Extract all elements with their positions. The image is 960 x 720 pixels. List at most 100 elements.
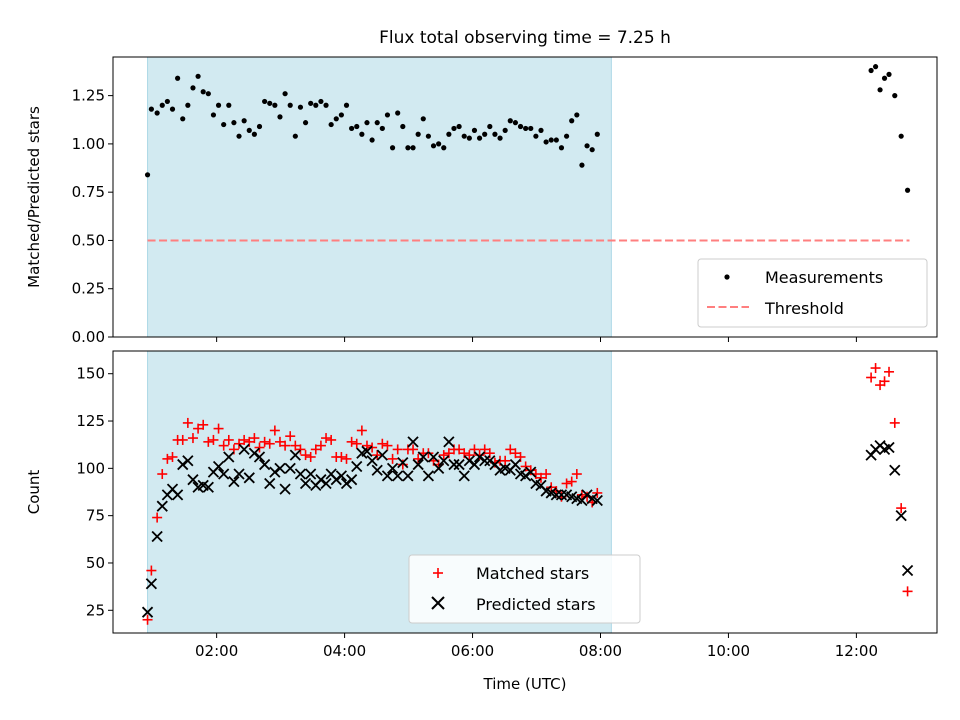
matched-star-point (341, 453, 352, 464)
x-stroke (233, 468, 245, 480)
x-stroke (248, 447, 261, 459)
x-stroke (371, 464, 383, 476)
measurement-point (441, 145, 447, 151)
matched-star-point (392, 444, 403, 455)
measurement-point (251, 131, 257, 137)
measurement-point (338, 112, 344, 118)
legend-box (408, 554, 641, 624)
x-stroke (422, 470, 435, 482)
predicted-star-point (443, 436, 455, 448)
predicted-star-point (895, 510, 907, 522)
predicted-star-point (289, 449, 301, 461)
measurement-point (148, 106, 154, 112)
predicted-star-point (279, 483, 291, 495)
matched-star-point (203, 436, 214, 447)
matched-star-point (397, 459, 408, 470)
matched-star-point (162, 453, 173, 464)
predicted-star-point (223, 451, 235, 463)
x-stroke (591, 494, 603, 507)
predicted-star-point (243, 472, 255, 484)
matched-star-point (234, 438, 245, 449)
x-stroke (361, 445, 373, 457)
x-stroke (325, 468, 337, 480)
matched-star-point (259, 436, 270, 447)
measurement-point (313, 102, 319, 108)
measurement-point (318, 98, 324, 105)
matched-star-point (592, 487, 603, 498)
x-stroke (253, 451, 266, 463)
measurement-point (395, 110, 401, 116)
predicted-star-point (238, 443, 250, 456)
measurement-point (267, 100, 273, 106)
predicted-star-point (883, 441, 895, 454)
measurement-point (287, 102, 293, 108)
predicted-star-point (371, 464, 383, 476)
matched-star-point (454, 444, 465, 455)
measurement-point (574, 112, 580, 118)
y-axis-label: Matched/Predicted stars (25, 106, 43, 288)
matched-star-point (367, 442, 378, 453)
measurement-point (425, 133, 431, 139)
x-tick-label: 02:00 (195, 642, 238, 660)
x-stroke (473, 451, 486, 463)
x-stroke (571, 492, 583, 505)
measurement-point (236, 133, 242, 139)
predicted-star-point (258, 458, 271, 471)
y-tick-label: 50 (86, 554, 105, 572)
x-stroke (514, 468, 527, 480)
matched-star-point (182, 417, 193, 428)
matched-star-point (336, 451, 347, 462)
bottom-panel-counts: 25 50 75 100 125 150 02:00 04:00 06:00 08:00 10:00… (25, 350, 938, 693)
measurement-point (343, 102, 350, 108)
measurement-point (349, 125, 355, 132)
x-tick-label: 06:00 (451, 642, 494, 660)
x-stroke (141, 606, 154, 618)
x-stroke (438, 455, 450, 467)
measurement-point (461, 133, 467, 139)
measurement-point (297, 104, 304, 110)
x-stroke (402, 470, 414, 482)
measurement-point (190, 85, 196, 91)
matched-star-point (500, 455, 511, 466)
measurement-point (400, 123, 406, 130)
predicted-star-point (145, 578, 158, 590)
matched-star-point (541, 469, 552, 480)
x-stroke (530, 477, 542, 490)
predicted-star-point (438, 455, 450, 467)
x-stroke (432, 462, 445, 474)
measurement-point (210, 112, 217, 118)
predicted-star-point (889, 464, 901, 476)
measurement-point (476, 135, 483, 141)
measurement-point (502, 127, 508, 133)
x-stroke (545, 487, 557, 499)
matched-star-point (249, 433, 260, 444)
predicted-star-point (402, 470, 414, 482)
predicted-star-point (335, 470, 348, 482)
axes-frame (112, 350, 938, 634)
x-axis-label: Time (UTC) (483, 675, 567, 693)
matched-star-point (351, 438, 362, 449)
predicted-star-point (305, 468, 317, 480)
measurement-point (512, 120, 519, 126)
x-stroke (376, 449, 388, 461)
measurement-point (538, 127, 544, 133)
measurement-point (420, 116, 426, 122)
measurement-point (282, 91, 288, 97)
predicted-star-point (392, 470, 404, 482)
matched-star-point (274, 436, 285, 447)
matched-star-point (254, 442, 265, 453)
x-stroke (468, 458, 481, 471)
measurement-point (904, 187, 911, 193)
x-stroke (294, 468, 307, 480)
x-stroke (345, 474, 358, 486)
x-stroke (463, 455, 475, 467)
matched-star-point (408, 444, 419, 455)
matched-star-point (295, 444, 306, 455)
x-stroke (550, 489, 562, 501)
matched-star-point (525, 465, 536, 476)
measurement-point (886, 71, 892, 77)
x-stroke (489, 458, 501, 471)
measurement-point (328, 121, 334, 128)
measurement-point (221, 121, 227, 128)
measurement-point (333, 116, 339, 122)
